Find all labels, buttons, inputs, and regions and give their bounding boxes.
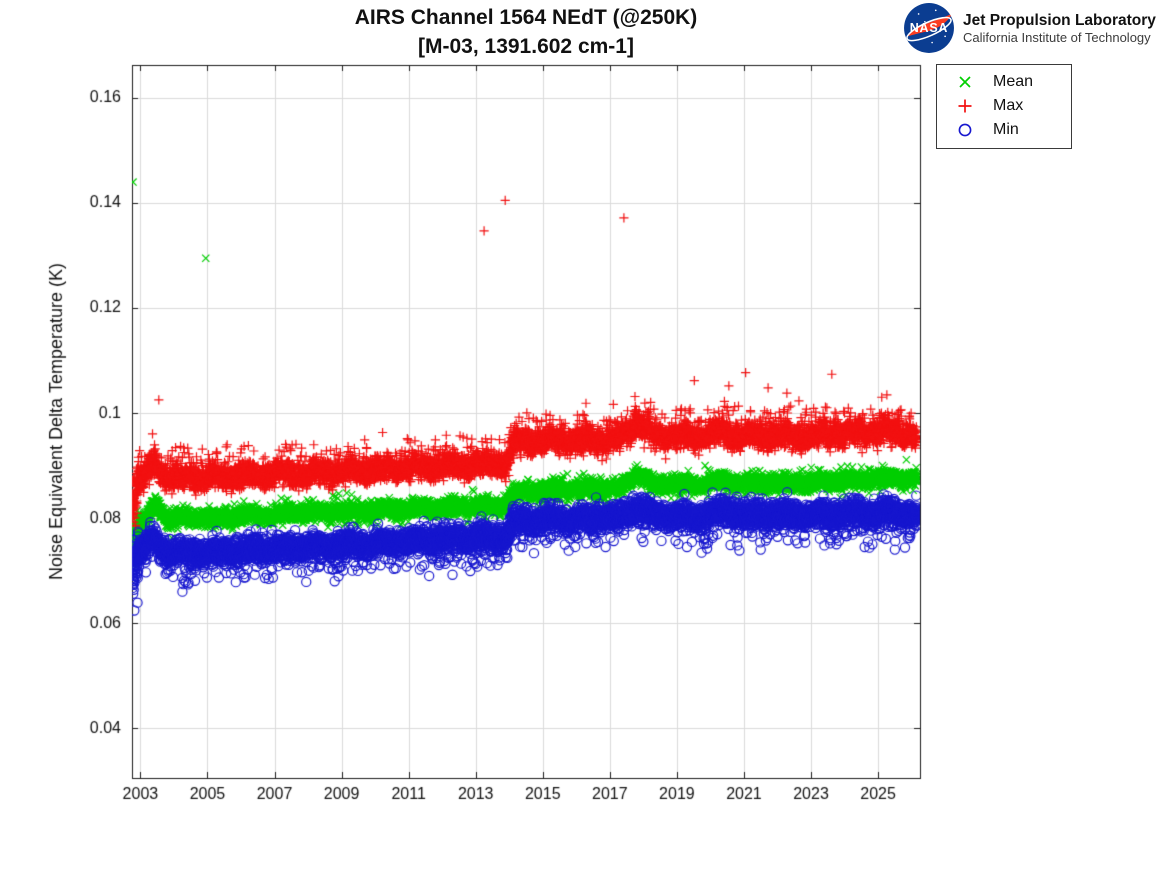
jpl-name: Jet Propulsion Laboratory — [963, 11, 1156, 29]
nasa-meatball-icon: NASA — [904, 3, 954, 53]
chart-title-line2: [M-03, 1391.602 cm-1] — [418, 35, 634, 58]
legend-item-max: Max — [937, 94, 1071, 118]
legend-label-max: Max — [993, 97, 1024, 114]
legend: Mean Max Min — [936, 64, 1072, 149]
legend-label-min: Min — [993, 121, 1019, 138]
chart-title-line1: AIRS Channel 1564 NEdT (@250K) — [354, 6, 698, 29]
jpl-logo-block: NASA Jet Propulsion Laboratory Californi… — [903, 2, 1156, 54]
chart-title: AIRS Channel 1564 NEdT (@250K) [M-03, 13… — [132, 3, 920, 61]
min-circle-marker-icon — [954, 121, 976, 139]
jpl-wordmark: Jet Propulsion Laboratory California Ins… — [963, 11, 1156, 46]
legend-item-mean: Mean — [937, 70, 1071, 94]
svg-text:NASA: NASA — [910, 21, 948, 35]
caltech-subtitle: California Institute of Technology — [963, 29, 1151, 45]
legend-label-mean: Mean — [993, 73, 1034, 90]
mean-x-marker-icon — [954, 73, 976, 91]
legend-item-min: Min — [937, 118, 1071, 142]
max-plus-marker-icon — [954, 97, 976, 115]
